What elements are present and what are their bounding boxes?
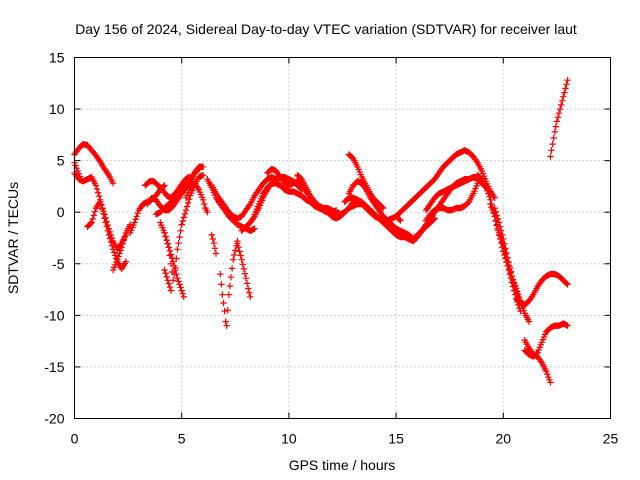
plus-marks [422,180,481,224]
plot-frame [74,57,611,419]
y-tick-label: 0 [57,204,65,220]
series-arc-14 [182,180,211,216]
chart-title: Day 156 of 2024, Sidereal Day-to-day VTE… [75,21,577,37]
data-marks [71,77,571,386]
series-arc-29 [422,180,481,224]
x-tick-label: 25 [603,431,619,447]
plus-marks [345,151,387,212]
series-arc-34 [513,270,571,309]
plus-marks [71,159,85,183]
y-tick-label: 10 [49,101,65,117]
series-arc-27 [392,147,494,220]
plus-marks [182,180,211,216]
series-arc-33 [487,200,524,305]
series-arc-09 [152,163,207,218]
plus-marks [547,77,571,160]
y-axis-label: SDTVAR / TECUs [5,182,21,294]
plus-marks [487,200,524,305]
axes: 0 5 10 15 20 25 15 10 5 0 -5 -10 -15 -20 [44,50,618,447]
plus-marks [217,237,241,329]
x-axis-label: GPS time / hours [289,457,396,473]
x-tick-label: 5 [178,431,186,447]
y-tick-label: -10 [44,307,64,323]
x-tick-label: 0 [71,431,79,447]
plus-marks [109,221,134,274]
grid-lines [74,57,611,419]
x-tick-label: 10 [281,431,297,447]
plus-marks [521,320,571,360]
plus-marks [208,231,220,257]
plus-marks [392,147,494,220]
y-tick-label: -20 [44,411,64,427]
series-arc-37 [547,77,571,160]
plus-marks [513,270,571,309]
plus-marks [152,163,207,218]
series-arc-36 [521,320,571,360]
series-arc-19 [234,240,254,300]
x-tick-label: 20 [496,431,512,447]
series-arc-15 [208,231,220,257]
plus-marks [208,173,280,222]
series-arc-12 [161,266,175,294]
plus-marks [234,240,254,300]
series-arc-18 [217,237,241,329]
plus-marks [161,266,175,294]
x-tick-label: 15 [388,431,404,447]
series-arc-17 [208,173,280,222]
series-arc-26 [345,151,387,212]
series-arc-03 [71,159,85,183]
series-arc-05 [109,221,134,274]
plus-marks [161,229,187,300]
y-tick-label: -5 [52,256,65,272]
series-arc-11 [161,229,187,300]
y-tick-label: -15 [44,359,64,375]
y-tick-label: 5 [57,153,65,169]
y-tick-label: 15 [49,50,65,66]
